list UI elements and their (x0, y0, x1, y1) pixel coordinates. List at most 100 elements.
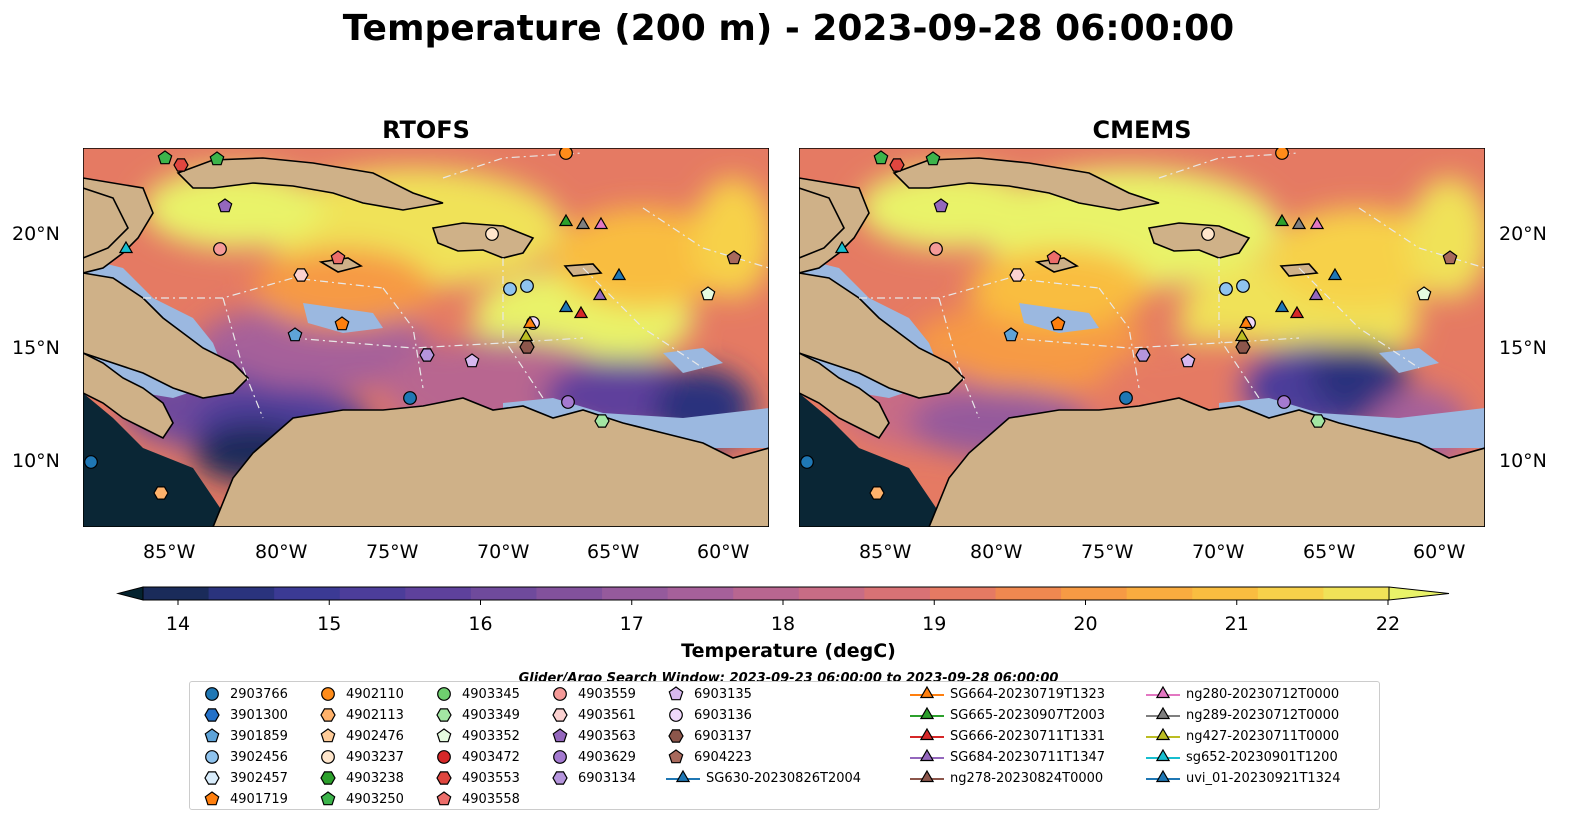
legend-label: 4903558 (462, 791, 520, 807)
legend-marker (204, 771, 220, 785)
lat-label-10n-right: 10°N (1499, 450, 1547, 472)
colorbar-tick-label: 20 (1073, 613, 1097, 635)
colorbar-segment (536, 587, 603, 600)
colorbar-tick-label: 14 (166, 613, 190, 635)
legend-label: SG684-20230711T1347 (950, 749, 1106, 765)
legend-item: 3901300 (202, 706, 288, 724)
legend-label: 6903135 (694, 686, 752, 702)
legend-label: 4902110 (346, 686, 404, 702)
panel-title-rtofs: RTOFS (382, 116, 470, 144)
legend-label: 3902456 (230, 749, 288, 765)
colorbar-segment (1126, 587, 1193, 600)
circle-marker-icon (437, 750, 451, 764)
lon-label-70w-left: 70°W (477, 541, 530, 563)
legend-marker (436, 791, 452, 806)
legend-item: 4903238 (318, 769, 404, 787)
legend-marker (205, 687, 219, 701)
float-marker (929, 242, 943, 256)
float-marker (84, 455, 98, 469)
float-marker (1310, 414, 1326, 428)
legend-label: 3901859 (230, 728, 288, 744)
legend-label: SG664-20230719T1323 (950, 686, 1106, 702)
legend-label: 4903553 (462, 770, 520, 786)
legend-label: 4902476 (346, 728, 404, 744)
legend-label: 6904223 (694, 749, 752, 765)
float-marker (558, 213, 574, 227)
legend-marker (552, 728, 568, 743)
legend-label: 4903250 (346, 791, 404, 807)
pentagon-marker-icon (204, 791, 220, 806)
legend-marker (1155, 727, 1171, 741)
legend-label: 2903766 (230, 686, 288, 702)
circle-marker-icon (205, 750, 219, 764)
legend-label: 3902457 (230, 770, 288, 786)
legend-marker (553, 687, 567, 701)
colorbar-segment (470, 587, 537, 600)
legend-marker (437, 750, 451, 764)
pentagon-marker-icon (204, 728, 220, 743)
legend-label: 4903349 (462, 707, 520, 723)
float-marker (519, 340, 535, 354)
legend-marker (668, 729, 684, 743)
float-marker (611, 267, 627, 281)
legend-item: 4902110 (318, 685, 404, 703)
legend-item: 4903561 (550, 706, 636, 724)
lat-label-20n-left: 20°N (12, 223, 60, 245)
circle-marker-icon (553, 687, 567, 701)
legend-item: 4903472 (434, 748, 520, 766)
legend-item: 2903766 (202, 685, 288, 703)
legend-item: 3902457 (202, 769, 288, 787)
legend-marker (320, 708, 336, 722)
legend-label: 4902113 (346, 707, 404, 723)
float-marker (293, 268, 309, 282)
legend-marker (320, 728, 336, 743)
legend-item: 4901719 (202, 790, 288, 808)
float-marker (925, 151, 941, 166)
float-marker (889, 158, 905, 172)
colorbar-segment (1061, 587, 1128, 600)
circle-marker-icon (321, 687, 335, 701)
legend-item: 3902456 (202, 748, 288, 766)
lat-label-10n-left: 10°N (12, 450, 60, 472)
colorbar-segment (602, 587, 669, 600)
colorbar-segment (274, 587, 341, 600)
float-marker (561, 395, 575, 409)
float-marker (559, 148, 573, 160)
float-marker (520, 279, 534, 293)
legend-label: 4903561 (578, 707, 636, 723)
legend-marker (668, 686, 684, 701)
float-marker (1219, 282, 1233, 296)
legend-item: uvi_01-20230921T1324 (1146, 769, 1340, 787)
legend-item: 6903137 (666, 727, 752, 745)
pentagon-marker-icon (320, 728, 336, 743)
map-panel-cmems (799, 148, 1485, 527)
lon-label-75w-left: 75°W (366, 541, 419, 563)
legend-label: SG666-20230711T1331 (950, 728, 1106, 744)
lon-label-80w-left: 80°W (255, 541, 308, 563)
legend-item: SG665-20230907T2003 (910, 706, 1105, 724)
legend-item: ng280-20230712T0000 (1146, 685, 1339, 703)
legend-item: 4903237 (318, 748, 404, 766)
legend-marker (320, 791, 336, 806)
legend-label: 4903237 (346, 749, 404, 765)
legend: 2903766 3901300 3901859 3902456 3902457 49017… (189, 681, 1380, 810)
legend-marker (320, 771, 336, 785)
colorbar-tick-label: 15 (317, 613, 341, 635)
triangle-marker-icon (1146, 727, 1180, 741)
float-marker (287, 327, 303, 342)
float-marker (1050, 316, 1066, 331)
float-marker (217, 198, 233, 213)
pentagon-marker-icon (436, 791, 452, 806)
pentagon-marker-icon (668, 749, 684, 764)
legend-label: 6903136 (694, 707, 752, 723)
float-marker (800, 455, 814, 469)
float-marker (593, 216, 609, 230)
pentagon-marker-icon (320, 791, 336, 806)
float-marker (209, 151, 225, 166)
colorbar-segment (798, 587, 865, 600)
float-marker (1238, 315, 1254, 329)
legend-marker (1155, 748, 1171, 762)
legend-label: 4903352 (462, 728, 520, 744)
legend-label: ng278-20230824T0000 (950, 770, 1104, 786)
legend-marker (436, 771, 452, 785)
